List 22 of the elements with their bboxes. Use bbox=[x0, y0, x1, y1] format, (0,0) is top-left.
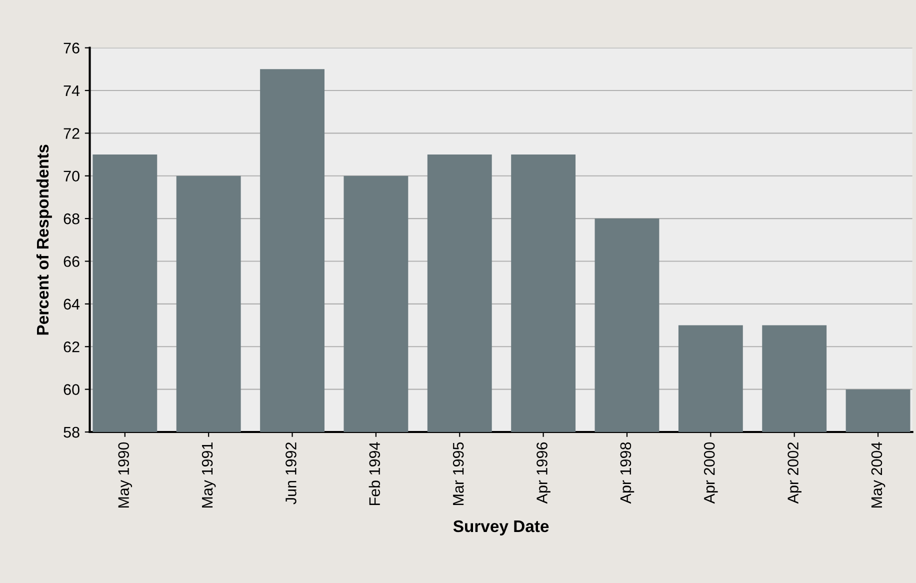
x-tick-label: Apr 2002 bbox=[788, 442, 802, 504]
x-tick-label: Apr 1996 bbox=[536, 442, 550, 504]
y-tick-label: 74 bbox=[64, 86, 80, 96]
y-tick-label: 72 bbox=[64, 128, 80, 139]
x-tick-label: Apr 2000 bbox=[704, 442, 718, 504]
y-tick-label: 66 bbox=[64, 256, 80, 267]
x-tick-label: Feb 1994 bbox=[368, 442, 380, 506]
y-tick-label: 60 bbox=[64, 384, 80, 395]
x-tick-label: Mar 1995 bbox=[452, 442, 464, 506]
y-tick-label: 64 bbox=[64, 298, 80, 310]
y-tick-label: 70 bbox=[64, 170, 80, 182]
x-tick-label: Jun 1992 bbox=[286, 442, 296, 504]
y-tick-label: 68 bbox=[64, 213, 80, 224]
x-tick-label: May 1991 bbox=[202, 442, 216, 508]
x-tick-label: Apr 1998 bbox=[620, 442, 634, 504]
y-tick-label: 62 bbox=[64, 341, 80, 352]
y-tick-label: 58 bbox=[64, 426, 80, 438]
y-tick-label: 76 bbox=[64, 42, 80, 54]
y-axis-title: Percent of Respondents bbox=[36, 144, 52, 335]
x-tick-label: May 2004 bbox=[871, 442, 886, 508]
x-tick-label: May 1990 bbox=[118, 442, 132, 508]
x-axis-title: Survey Date bbox=[453, 520, 549, 536]
